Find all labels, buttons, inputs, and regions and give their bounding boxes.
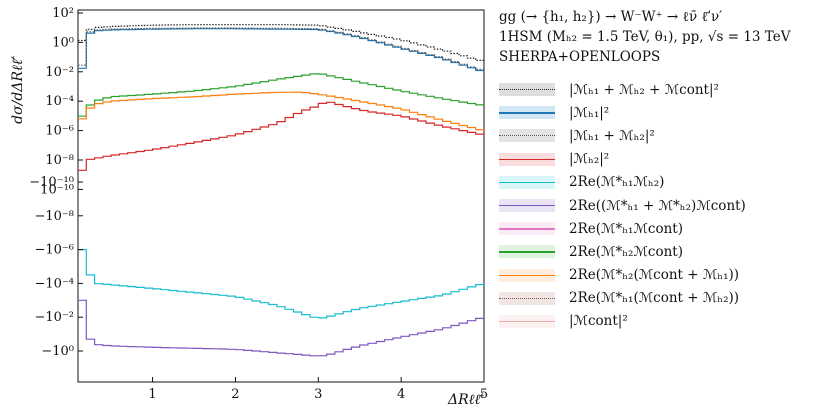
series-group [78, 24, 484, 357]
legend-label: 2Re(ℳ*ₕ₂(ℳcont + ℳₕ₁)) [569, 267, 740, 284]
tick-group: 10² 10⁰ 10⁻² 10⁻⁴ 10⁻⁶ 10⁻⁸ 10⁻¹⁰−10⁻¹⁰ −10⁻⁸ −1… [29, 6, 488, 402]
legend-line [499, 181, 555, 184]
legend-item: 2Re(ℳ*ₕ₂ℳcont) [499, 240, 824, 263]
plot-frame [77, 9, 485, 383]
legend-item: |ℳcont|² [499, 310, 824, 333]
x-tick-label: 1 [148, 387, 156, 402]
legend-label: |ℳₕ₁ + ℳₕ₂ + ℳcont|² [569, 81, 719, 98]
series-line [78, 299, 484, 357]
x-tick-label: 3 [314, 387, 322, 402]
legend-label: |ℳcont|² [569, 313, 628, 330]
legend-line [499, 158, 555, 161]
legend-label: 2Re(ℳ*ₕ₂ℳcont) [569, 243, 683, 260]
legend-label: 2Re(ℳ*ₕ₁ℳₕ₂) [569, 174, 665, 191]
series-line [78, 27, 484, 70]
y-tick-label: 10⁻² [45, 65, 74, 80]
legend: |ℳₕ₁ + ℳₕ₂ + ℳcont|² |ℳₕ₁|² |ℳₕ₁ + ℳₕ₂|² |ℳ… [499, 78, 824, 333]
x-tick-label: 2 [231, 387, 239, 402]
legend-swatch [499, 199, 555, 213]
series-line [78, 24, 484, 61]
series-line [78, 101, 484, 171]
series-line [78, 28, 484, 72]
y-tick-label: 10² [52, 6, 74, 21]
y-tick-label: −10⁻¹⁰ [29, 175, 74, 190]
legend-item: |ℳₕ₂|² [499, 148, 824, 171]
x-axis-title: ΔRℓℓ̄′ [447, 392, 484, 408]
legend-swatch [499, 152, 555, 166]
legend-swatch [499, 291, 555, 305]
legend-item: |ℳₕ₁ + ℳₕ₂ + ℳcont|² [499, 78, 824, 101]
y-tick-label: 10⁻⁶ [45, 124, 74, 139]
process-title: gg (→ {h₁, h₂}) → W⁻W⁺ → ℓν̄ ℓ̄′ν′ [499, 9, 723, 25]
y-tick-label: 10⁻⁴ [45, 94, 74, 109]
legend-item: 2Re((ℳ*ₕ₁ + ℳ*ₕ₂)ℳcont) [499, 194, 824, 217]
legend-label: |ℳₕ₁|² [569, 104, 610, 121]
legend-swatch [499, 106, 555, 120]
y-tick-label: −10⁻⁶ [34, 243, 74, 258]
legend-item: 2Re(ℳ*ₕ₂(ℳcont + ℳₕ₁)) [499, 264, 824, 287]
legend-label: 2Re((ℳ*ₕ₁ + ℳ*ₕ₂)ℳcont) [569, 197, 746, 214]
y-tick-label: 10⁻¹⁰ [40, 182, 74, 197]
y-axis-title: dσ/dΔRℓℓ̄′ [10, 55, 26, 124]
legend-line [499, 135, 555, 137]
legend-line [499, 228, 555, 230]
legend-line [499, 205, 555, 207]
y-tick-label: −10⁻² [34, 310, 74, 325]
legend-line [499, 320, 555, 323]
series-line [78, 73, 484, 117]
legend-item: |ℳₕ₁ + ℳₕ₂|² [499, 124, 824, 147]
legend-item: |ℳₕ₁|² [499, 101, 824, 124]
legend-swatch [499, 175, 555, 189]
legend-line [499, 274, 555, 276]
legend-line [499, 112, 555, 114]
legend-swatch [499, 314, 555, 328]
legend-item: 2Re(ℳ*ₕ₁(ℳcont + ℳₕ₂)) [499, 287, 824, 310]
series-line [78, 249, 484, 319]
legend-line [499, 251, 555, 253]
legend-line [499, 297, 555, 299]
legend-label: |ℳₕ₂|² [569, 151, 610, 168]
legend-swatch [499, 245, 555, 259]
legend-swatch [499, 268, 555, 282]
legend-line [499, 89, 555, 91]
legend-swatch [499, 222, 555, 236]
legend-swatch [499, 129, 555, 143]
y-tick-label: −10⁻⁸ [34, 209, 74, 224]
y-tick-label: 10⁻⁸ [45, 153, 74, 168]
legend-swatch [499, 83, 555, 97]
x-tick-label: 4 [397, 387, 405, 402]
generator-label: SHERPA+OPENLOOPS [499, 49, 661, 65]
y-tick-label: −10⁰ [41, 344, 74, 359]
model-info: 1HSM (Mₕ₂ = 1.5 TeV, θ₁), pp, √s = 13 Te… [499, 29, 791, 45]
series-line [78, 91, 484, 131]
y-tick-label: 10⁰ [52, 35, 74, 50]
legend-item: 2Re(ℳ*ₕ₁ℳcont) [499, 217, 824, 240]
legend-label: |ℳₕ₁ + ℳₕ₂|² [569, 127, 655, 144]
legend-label: 2Re(ℳ*ₕ₁ℳcont) [569, 220, 683, 237]
legend-item: 2Re(ℳ*ₕ₁ℳₕ₂) [499, 171, 824, 194]
x-tick-label: 5 [480, 387, 488, 402]
y-tick-label: −10⁻⁴ [34, 276, 74, 291]
legend-label: 2Re(ℳ*ₕ₁(ℳcont + ℳₕ₂)) [569, 290, 740, 307]
